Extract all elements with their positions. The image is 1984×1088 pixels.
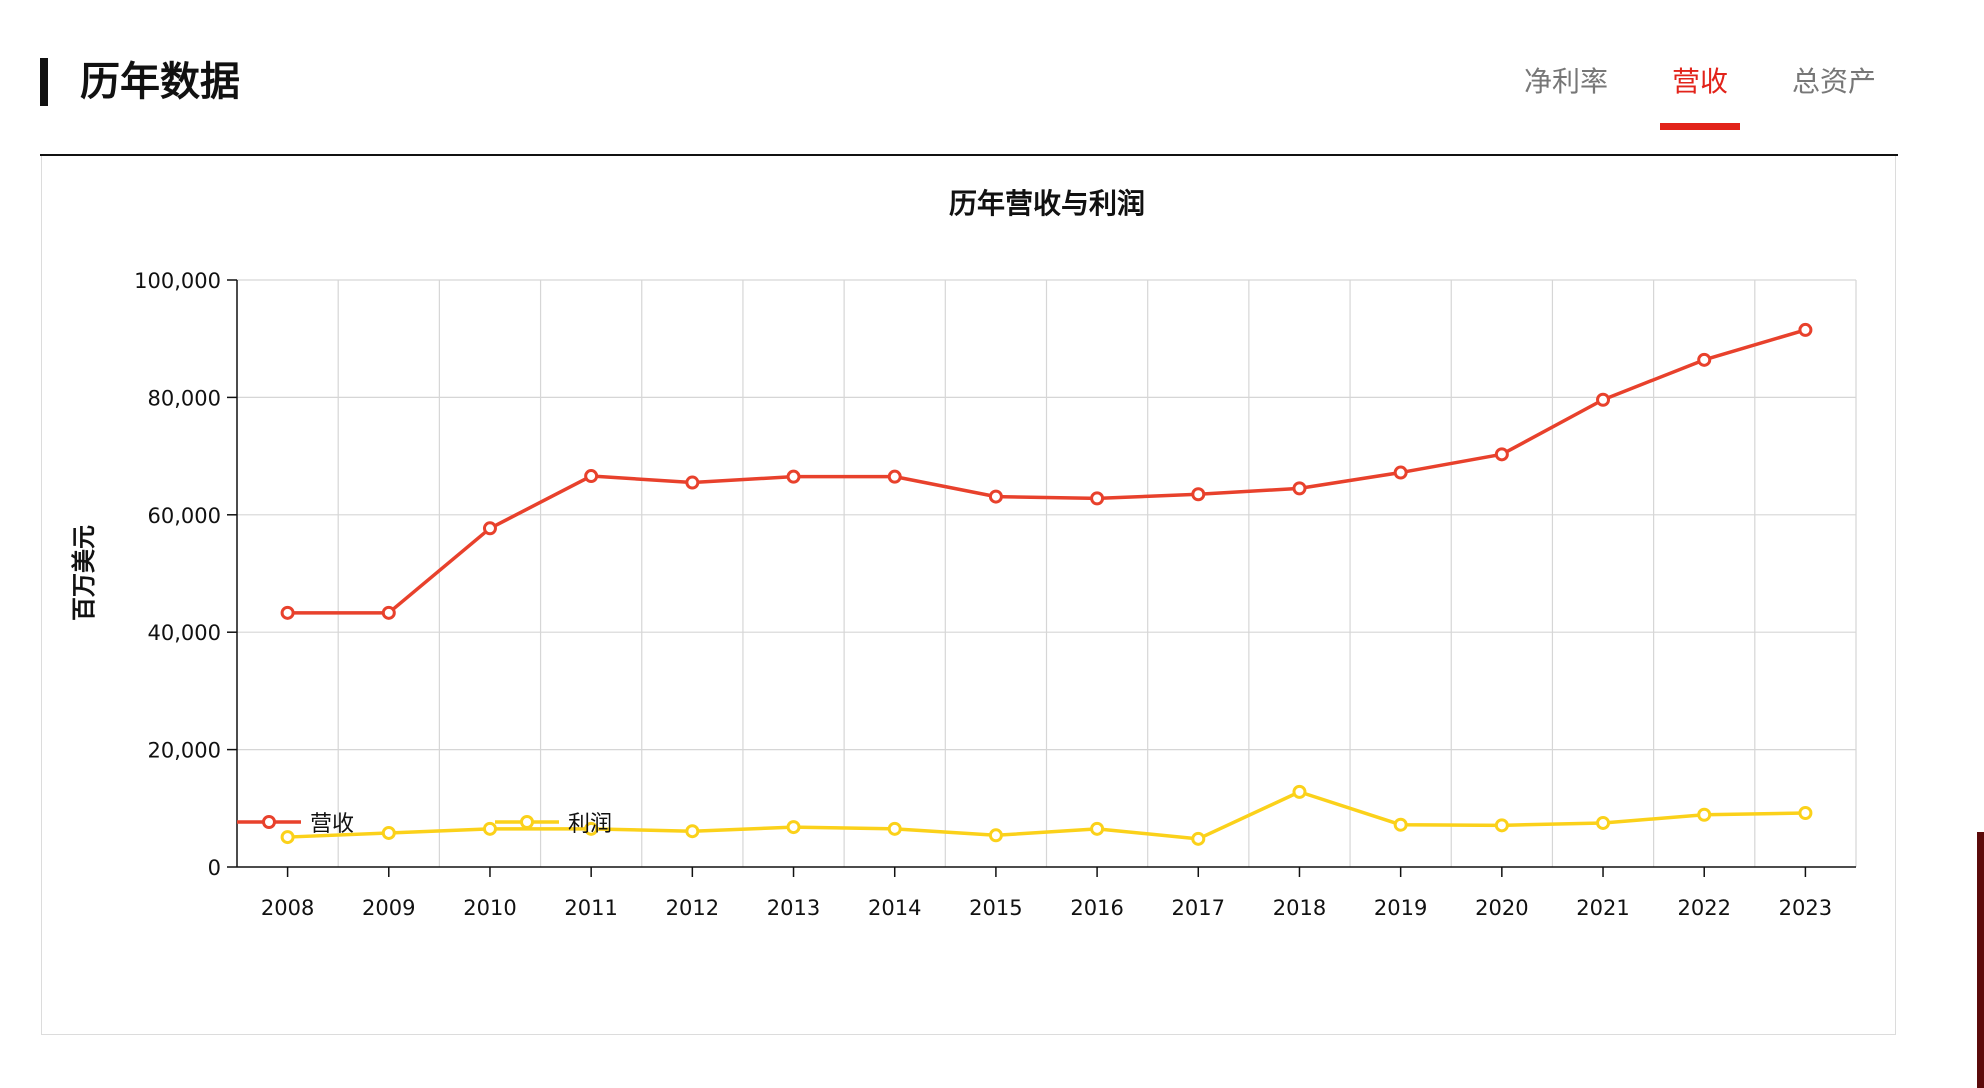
page-title: 历年数据 <box>80 59 240 105</box>
side-edge-strip <box>1977 832 1984 1088</box>
data-point <box>1494 447 1509 462</box>
series-line-revenue <box>287 328 1806 615</box>
x-tick-label: 2013 <box>767 896 820 920</box>
data-point <box>1090 821 1105 836</box>
y-tick-label: 20,000 <box>148 739 221 763</box>
header-divider <box>40 154 1898 156</box>
data-point <box>1798 805 1813 820</box>
legend-swatch-marker <box>262 815 276 829</box>
x-tick-label: 2009 <box>362 896 415 920</box>
y-tick-label: 80,000 <box>148 386 221 410</box>
data-point <box>1697 352 1712 367</box>
x-tick-label: 2017 <box>1172 896 1225 920</box>
x-tick-label: 2016 <box>1070 896 1123 920</box>
data-point <box>1292 481 1307 496</box>
line-chart: 0 20,000 40,000 60,000 80,000 100,000 2008 2009… <box>70 187 1857 920</box>
x-tick-label: 2018 <box>1273 896 1326 920</box>
data-point <box>1191 831 1206 846</box>
chart-container: 0 20,000 40,000 60,000 80,000 100,000 2008 2009… <box>41 156 1896 1035</box>
data-point <box>280 830 295 845</box>
data-point <box>1697 807 1712 822</box>
data-point <box>1191 487 1206 502</box>
data-point <box>482 521 497 536</box>
data-point <box>685 824 700 839</box>
data-point <box>482 821 497 836</box>
data-point <box>1798 322 1813 337</box>
x-tick-label: 2014 <box>868 896 921 920</box>
x-tick-label: 2008 <box>261 896 314 920</box>
title-accent-bar <box>40 58 48 106</box>
data-point <box>381 825 396 840</box>
data-point <box>1596 815 1611 830</box>
data-point <box>988 489 1003 504</box>
x-tick-label: 2020 <box>1475 896 1528 920</box>
data-point <box>1393 465 1408 480</box>
data-point <box>685 475 700 490</box>
x-tick-label: 2015 <box>969 896 1022 920</box>
data-point <box>1090 491 1105 506</box>
x-tick-label: 2012 <box>666 896 719 920</box>
legend-label: 利润 <box>568 812 612 837</box>
y-tick-label: 60,000 <box>148 504 221 528</box>
series-line-profit <box>287 790 1806 841</box>
x-tick-label: 2022 <box>1677 896 1730 920</box>
tab-net-margin[interactable]: 净利率 <box>1523 65 1608 98</box>
chart-title: 历年营收与利润 <box>949 187 1145 220</box>
legend-swatch-marker <box>520 815 534 829</box>
data-point <box>280 605 295 620</box>
data-point <box>584 469 599 484</box>
data-point <box>584 821 599 836</box>
y-tick-label: 100,000 <box>134 269 221 293</box>
x-tick-label: 2010 <box>463 896 516 920</box>
x-tick-label: 2011 <box>564 896 617 920</box>
data-point <box>381 605 396 620</box>
data-point <box>988 828 1003 843</box>
data-point <box>1596 392 1611 407</box>
data-point <box>887 469 902 484</box>
data-point <box>786 820 801 835</box>
tab-revenue[interactable]: 营收 <box>1650 52 1750 130</box>
metric-tabs: 净利率 营收 总资产 <box>1482 52 1898 130</box>
section-header: 历年数据 净利率 营收 总资产 <box>40 52 1898 156</box>
y-tick-label: 40,000 <box>148 621 221 645</box>
x-tick-label: 2021 <box>1576 896 1629 920</box>
data-point <box>1292 784 1307 799</box>
data-point <box>1393 817 1408 832</box>
data-point <box>1494 818 1509 833</box>
tab-total-assets[interactable]: 总资产 <box>1791 65 1876 98</box>
data-point <box>786 469 801 484</box>
y-tick-label: 0 <box>208 856 221 880</box>
x-tick-label: 2023 <box>1779 896 1832 920</box>
x-tick-label: 2019 <box>1374 896 1427 920</box>
data-point <box>887 821 902 836</box>
legend-label: 营收 <box>310 812 354 837</box>
y-axis-label: 百万美元 <box>70 525 98 621</box>
